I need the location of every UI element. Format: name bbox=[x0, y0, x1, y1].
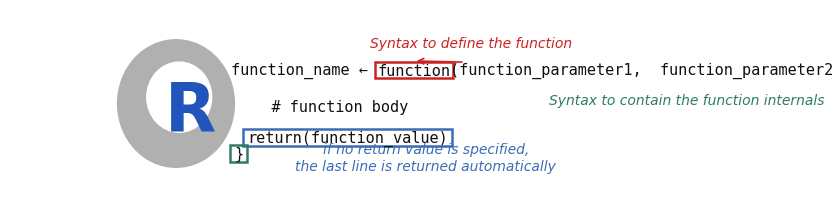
Text: function_name ←: function_name ← bbox=[231, 63, 377, 79]
Text: Syntax to contain the function internals: Syntax to contain the function internals bbox=[548, 94, 823, 108]
Text: Syntax to define the function: Syntax to define the function bbox=[370, 37, 572, 51]
Text: the last line is returned automatically: the last line is returned automatically bbox=[295, 160, 555, 174]
Text: return(function_value): return(function_value) bbox=[247, 130, 447, 146]
Text: # function body: # function body bbox=[244, 100, 408, 115]
Ellipse shape bbox=[146, 63, 212, 133]
Ellipse shape bbox=[117, 41, 234, 167]
Text: if no return value is specified,: if no return value is specified, bbox=[322, 142, 528, 156]
Text: (function_parameter1,  function_parameter2): (function_parameter1, function_parameter… bbox=[450, 63, 836, 79]
Text: R: R bbox=[165, 79, 216, 145]
Text: function: function bbox=[377, 63, 450, 78]
Text: }: } bbox=[234, 146, 243, 162]
